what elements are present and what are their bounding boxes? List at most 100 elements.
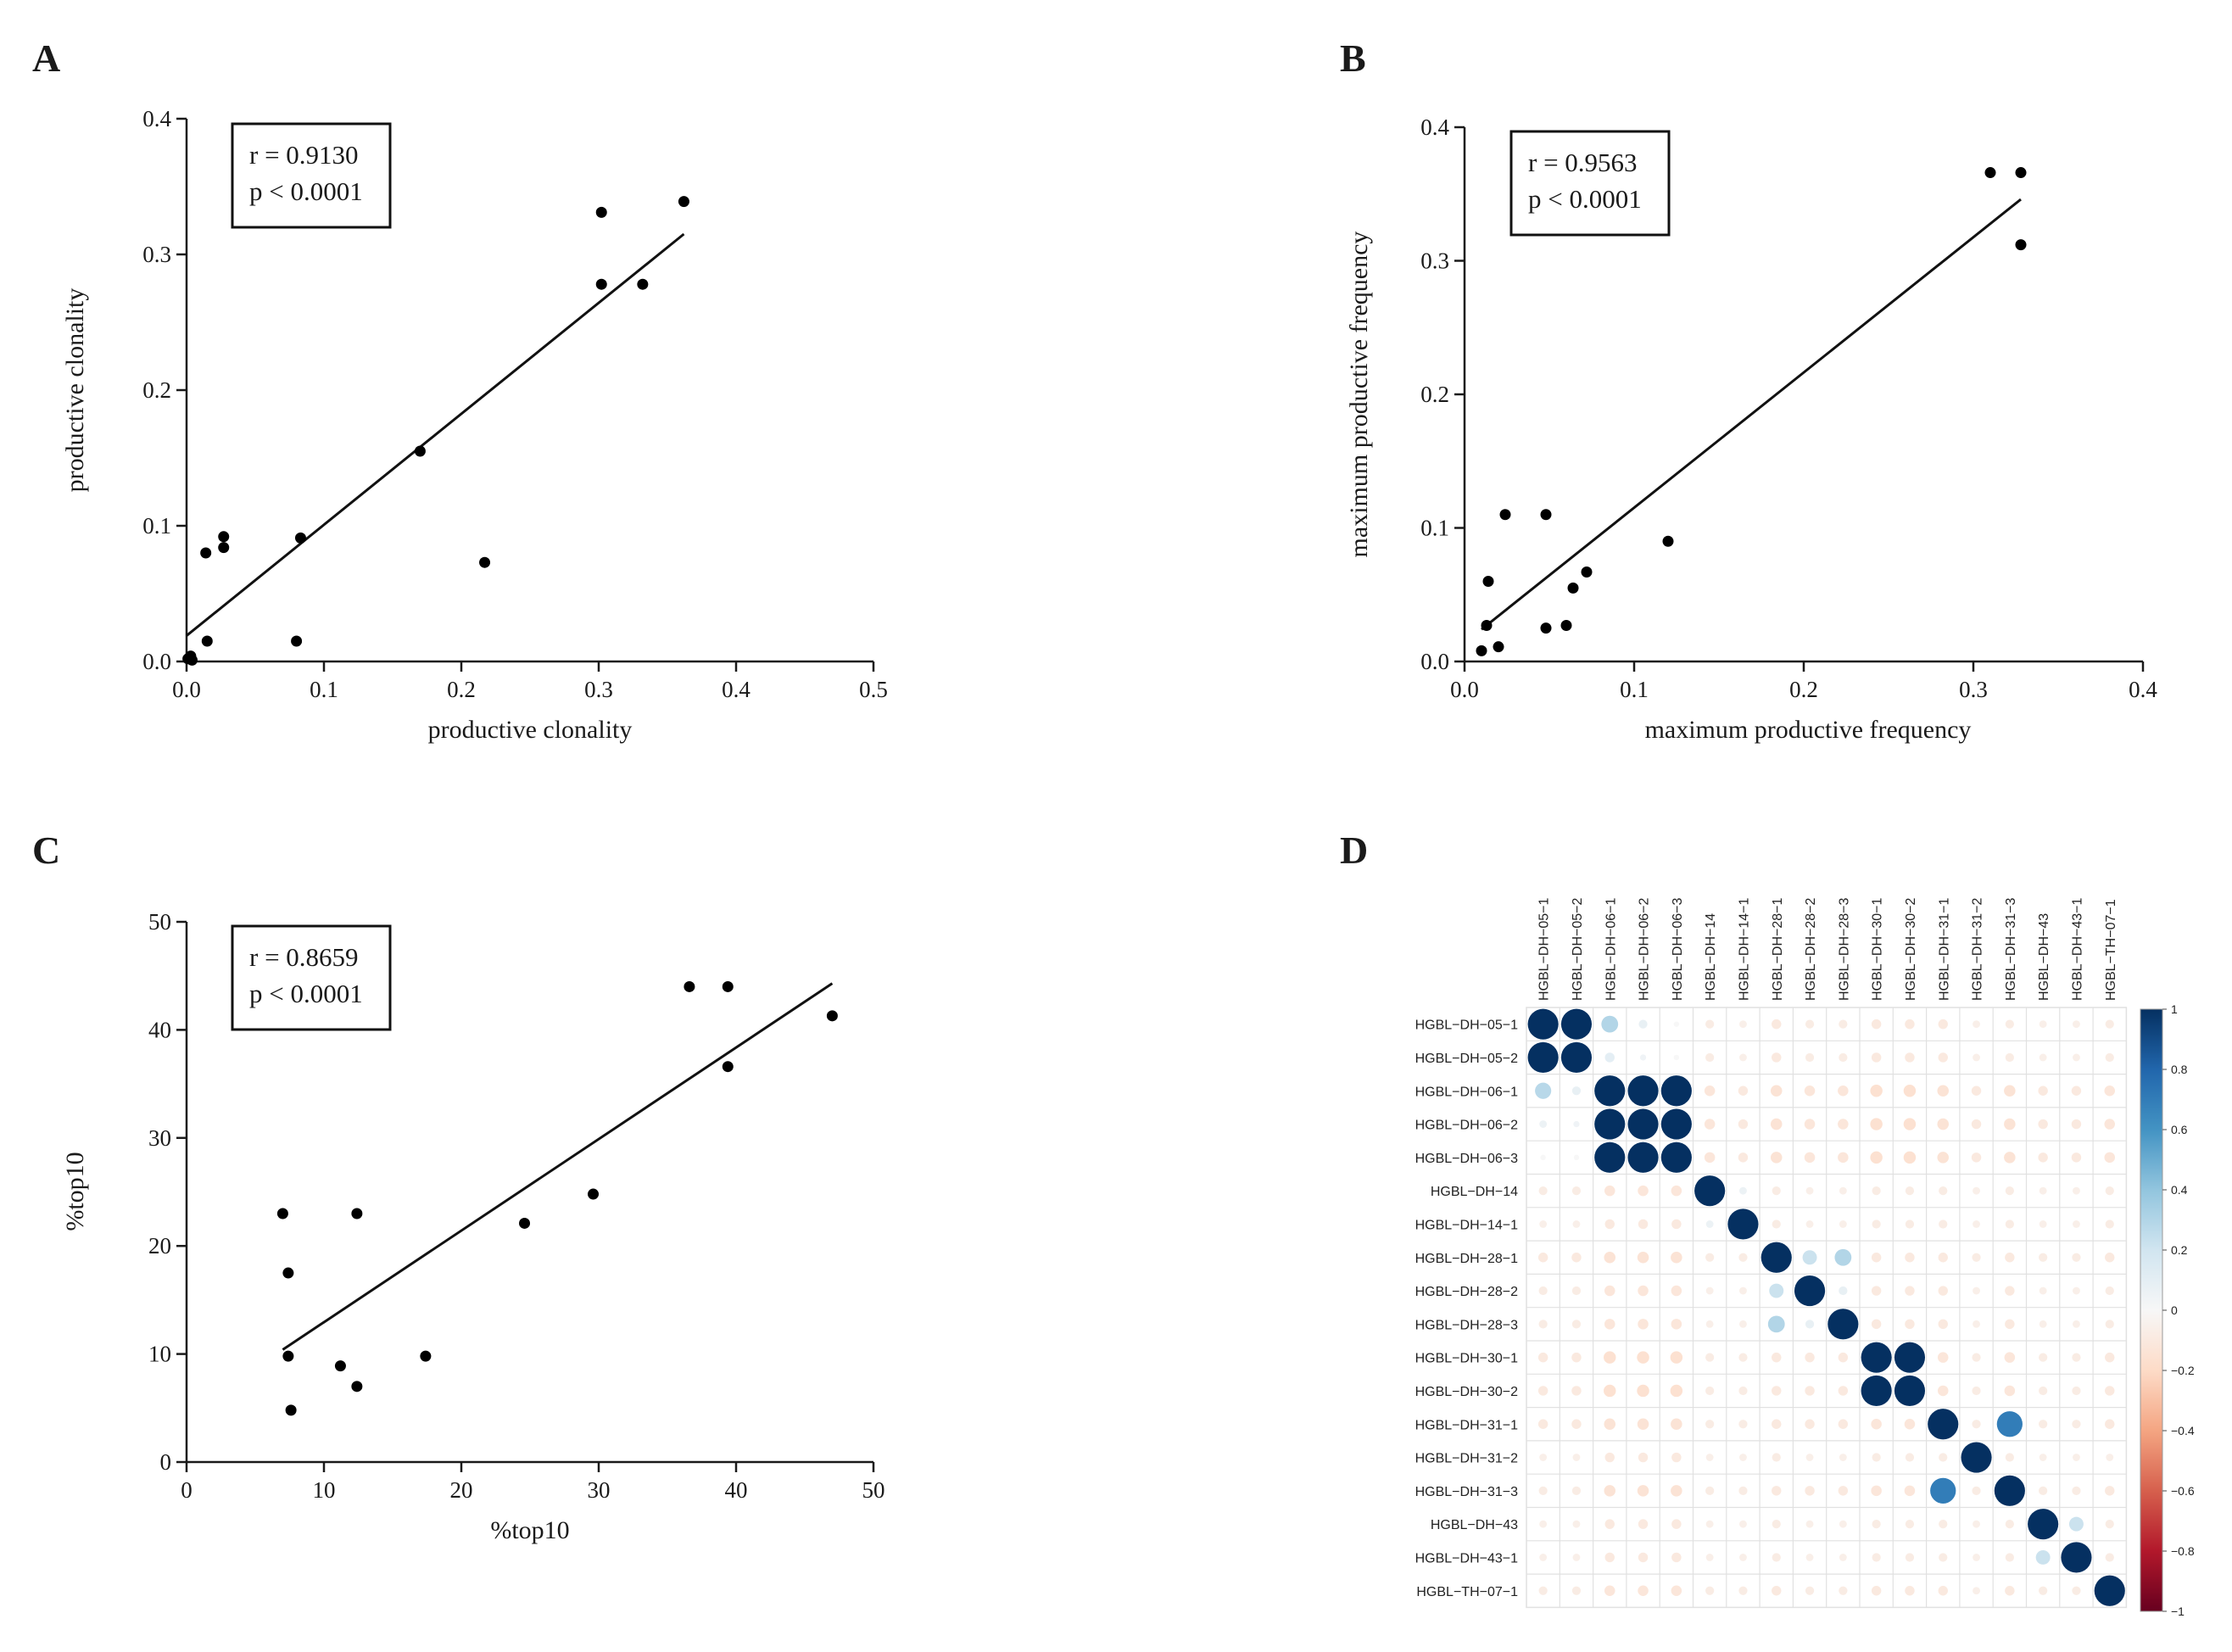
heatmap-cell-circle: [1704, 1085, 1716, 1097]
heatmap-cell-circle: [1660, 1075, 1692, 1107]
heatmap-cell-circle: [2004, 1118, 2016, 1130]
heatmap-cell-circle: [2039, 1454, 2047, 1461]
heatmap-col-label: HGBL−DH−14: [1704, 913, 1718, 1001]
heatmap-cell-circle: [1738, 1386, 1748, 1396]
heatmap-col-label: HGBL−DH−05−2: [1571, 897, 1585, 1001]
scatter-point-b: [1984, 167, 1996, 179]
heatmap-cell-circle: [1802, 1250, 1817, 1265]
regression-line-b: [1481, 198, 2022, 631]
heatmap-cell-circle: [1772, 1219, 1781, 1229]
heatmap-cell-circle: [1838, 1352, 1849, 1363]
heatmap-cell-circle: [1671, 1485, 1682, 1497]
heatmap-cell-circle: [1637, 1384, 1649, 1398]
x-tick-label-b: 0.3: [1959, 677, 1988, 702]
heatmap-cell-circle: [2104, 1119, 2116, 1130]
heatmap-cell-circle: [1705, 1586, 1715, 1595]
scatter-point-b: [1481, 619, 1493, 631]
heatmap-cell-circle: [1571, 1352, 1582, 1363]
heatmap-cell-circle: [1705, 1253, 1715, 1262]
heatmap-cell-circle: [1527, 1008, 1559, 1040]
heatmap-col-label: HGBL−DH−31−3: [2004, 897, 2018, 1001]
heatmap-cell-circle: [1538, 1586, 1548, 1595]
heatmap-cell-circle: [1939, 1520, 1948, 1529]
heatmap-cell-circle: [1571, 1086, 1582, 1096]
heatmap-cell-circle: [1938, 1286, 1948, 1296]
heatmap-cell-circle: [1871, 1586, 1882, 1596]
heatmap-cell-circle: [1739, 1020, 1747, 1029]
heatmap-cell-circle: [1539, 1220, 1548, 1228]
scatter-point-c: [722, 1061, 734, 1073]
heatmap-cell-circle: [1537, 1352, 1548, 1363]
scatter-point-b: [1662, 535, 1674, 547]
heatmap-cell-circle: [1772, 1352, 1782, 1363]
heatmap-cell-circle: [1937, 1152, 1950, 1164]
heatmap-cell-circle: [1572, 1220, 1581, 1228]
heatmap-cell-circle: [2073, 1454, 2080, 1461]
heatmap-cell-circle: [1972, 1386, 1981, 1396]
heatmap-cell-circle: [1604, 1519, 1615, 1529]
x-tick-label-a: 0.1: [310, 677, 338, 702]
heatmap-cell-circle: [1939, 1553, 1948, 1562]
colorbar-tick-label: 1: [2171, 1002, 2178, 1016]
heatmap-cell-circle: [1839, 1052, 1848, 1063]
heatmap-cell-circle: [1772, 1052, 1782, 1063]
heatmap-col-label: HGBL−DH−31−2: [1971, 897, 1985, 1001]
heatmap-cell-circle: [1871, 1418, 1882, 1430]
regression-line-c: [282, 982, 834, 1351]
heatmap-cell-circle: [2068, 1516, 2084, 1532]
heatmap-cell-circle: [1705, 1286, 1714, 1295]
heatmap-col-label: HGBL−DH−30−1: [1871, 897, 1885, 1001]
scatter-point-b: [1581, 566, 1593, 578]
heatmap-cell-circle: [2039, 1586, 2048, 1595]
heatmap-cell-circle: [1839, 1186, 1847, 1195]
heatmap-cell-circle: [1973, 1286, 1980, 1295]
heatmap-cell-circle: [1539, 1520, 1548, 1528]
heatmap-cell-circle: [1772, 1586, 1782, 1596]
heatmap-cell-circle: [1839, 1586, 1848, 1595]
heatmap-cell-circle: [2073, 1186, 2080, 1195]
heatmap-cell-circle: [1604, 1452, 1615, 1463]
heatmap-cell-circle: [1905, 1553, 1915, 1562]
heatmap-cell-circle: [2038, 1119, 2048, 1130]
heatmap-cell-circle: [1670, 1351, 1683, 1364]
heatmap-row-label: HGBL−DH−30−2: [1415, 1385, 1519, 1399]
stats-p-c: p < 0.0001: [249, 979, 363, 1008]
scatter-point-b: [1482, 576, 1494, 587]
heatmap-cell-circle: [2072, 1386, 2081, 1396]
heatmap-cell-circle: [2104, 1085, 2116, 1097]
heatmap-cell-circle: [1871, 1019, 1882, 1030]
heatmap-cell-circle: [2072, 1420, 2081, 1429]
heatmap-cell-circle: [1767, 1315, 1785, 1333]
heatmap-cell-circle: [1805, 1520, 1814, 1528]
heatmap-cell-circle: [1930, 1477, 1956, 1504]
heatmap-cell-circle: [1972, 1253, 1981, 1262]
heatmap-cell-circle: [1627, 1141, 1659, 1173]
heatmap-cell-circle: [1594, 1141, 1626, 1173]
x-tick-label-b: 0.4: [2129, 677, 2157, 702]
heatmap-cell-circle: [1938, 1019, 1948, 1030]
heatmap-cell-circle: [1973, 1020, 1980, 1029]
heatmap-cell-circle: [1537, 1419, 1548, 1429]
heatmap-row-label: HGBL−DH−28−1: [1415, 1252, 1519, 1266]
heatmap-row-label: HGBL−DH−28−2: [1415, 1285, 1519, 1299]
heatmap-cell-circle: [1738, 1353, 1748, 1362]
heatmap-cell-circle: [1903, 1085, 1917, 1097]
colorbar-tick-label: 0: [2171, 1303, 2178, 1317]
heatmap-cell-circle: [1537, 1253, 1548, 1263]
scatter-point-b: [1493, 641, 1504, 653]
heatmap-cell-circle: [2035, 1549, 2051, 1565]
heatmap-col-label: HGBL−TH−07−1: [2104, 899, 2118, 1001]
heatmap-cell-circle: [1639, 1054, 1647, 1061]
x-tick-label-b: 0.0: [1450, 677, 1479, 702]
heatmap-cell-circle: [2073, 1053, 2080, 1062]
heatmap-cell-circle: [1938, 1586, 1948, 1596]
scatter-panel-c: r = 0.8659 p < 0.0001 %top10 %top10 0 10 2…: [61, 909, 885, 1544]
heatmap-cell-circle: [1604, 1384, 1616, 1398]
heatmap-row-label: HGBL−DH−14−1: [1415, 1218, 1519, 1232]
regression-line-a: [186, 232, 685, 637]
heatmap-cell-circle: [1738, 1586, 1748, 1595]
heatmap-cell-circle: [1637, 1485, 1649, 1497]
heatmap-cell-circle: [1805, 1320, 1815, 1329]
heatmap-cell-circle: [1671, 1519, 1682, 1529]
heatmap-cell-circle: [1805, 1052, 1815, 1063]
